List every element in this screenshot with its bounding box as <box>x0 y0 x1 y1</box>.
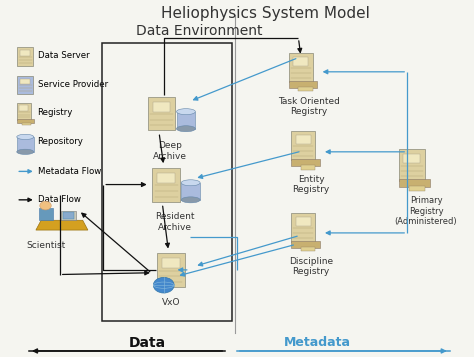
Text: Scientist: Scientist <box>26 241 65 251</box>
FancyBboxPatch shape <box>299 87 313 91</box>
Text: Deep
Archive: Deep Archive <box>153 141 187 161</box>
FancyBboxPatch shape <box>17 137 34 152</box>
FancyBboxPatch shape <box>61 211 76 220</box>
Text: VxO: VxO <box>162 298 180 307</box>
Text: Metadata: Metadata <box>284 336 351 349</box>
FancyBboxPatch shape <box>157 253 184 287</box>
FancyBboxPatch shape <box>399 149 425 181</box>
FancyBboxPatch shape <box>176 112 195 129</box>
FancyBboxPatch shape <box>292 159 319 166</box>
FancyBboxPatch shape <box>38 207 53 220</box>
Text: Service Provider: Service Provider <box>37 80 108 89</box>
FancyBboxPatch shape <box>153 102 170 112</box>
Text: Registry: Registry <box>37 108 73 117</box>
FancyBboxPatch shape <box>153 168 180 202</box>
FancyBboxPatch shape <box>292 241 319 248</box>
FancyBboxPatch shape <box>301 247 315 251</box>
FancyBboxPatch shape <box>399 179 430 187</box>
Text: Entity
Registry: Entity Registry <box>292 175 330 194</box>
FancyBboxPatch shape <box>157 173 175 183</box>
Ellipse shape <box>181 197 200 203</box>
FancyBboxPatch shape <box>301 165 315 170</box>
FancyBboxPatch shape <box>292 131 315 160</box>
FancyBboxPatch shape <box>296 135 311 144</box>
Text: Data Environment: Data Environment <box>136 24 263 38</box>
FancyBboxPatch shape <box>17 47 33 66</box>
Text: Primary
Registry
(Administered): Primary Registry (Administered) <box>395 196 457 226</box>
FancyBboxPatch shape <box>292 213 315 242</box>
FancyBboxPatch shape <box>19 105 28 111</box>
Text: Resident
Archive: Resident Archive <box>155 212 194 232</box>
Ellipse shape <box>181 180 200 186</box>
FancyBboxPatch shape <box>63 212 73 219</box>
Text: Data Server: Data Server <box>37 51 89 60</box>
Text: Data Flow: Data Flow <box>37 195 81 204</box>
FancyBboxPatch shape <box>403 154 420 164</box>
Ellipse shape <box>176 109 195 115</box>
Text: Data: Data <box>128 336 166 350</box>
Polygon shape <box>36 220 88 230</box>
FancyBboxPatch shape <box>17 76 33 94</box>
FancyBboxPatch shape <box>17 103 31 120</box>
Text: Task Oriented
Registry: Task Oriented Registry <box>278 97 340 116</box>
FancyBboxPatch shape <box>293 57 309 66</box>
Text: Discipline
Registry: Discipline Registry <box>289 257 333 276</box>
FancyBboxPatch shape <box>296 217 311 226</box>
FancyBboxPatch shape <box>289 81 318 88</box>
FancyBboxPatch shape <box>17 119 34 124</box>
FancyBboxPatch shape <box>162 258 180 268</box>
Circle shape <box>154 277 174 293</box>
FancyBboxPatch shape <box>148 97 175 131</box>
Text: Metadata Flow: Metadata Flow <box>37 167 101 176</box>
FancyBboxPatch shape <box>289 53 313 82</box>
Text: Heliophysics System Model: Heliophysics System Model <box>161 6 370 21</box>
Circle shape <box>40 201 51 210</box>
FancyBboxPatch shape <box>181 183 200 200</box>
FancyBboxPatch shape <box>20 50 30 56</box>
Ellipse shape <box>176 126 195 132</box>
FancyBboxPatch shape <box>22 123 31 125</box>
Ellipse shape <box>17 149 34 155</box>
Text: Repository: Repository <box>37 137 83 146</box>
FancyBboxPatch shape <box>409 186 425 191</box>
Ellipse shape <box>17 134 34 140</box>
FancyBboxPatch shape <box>20 79 30 84</box>
